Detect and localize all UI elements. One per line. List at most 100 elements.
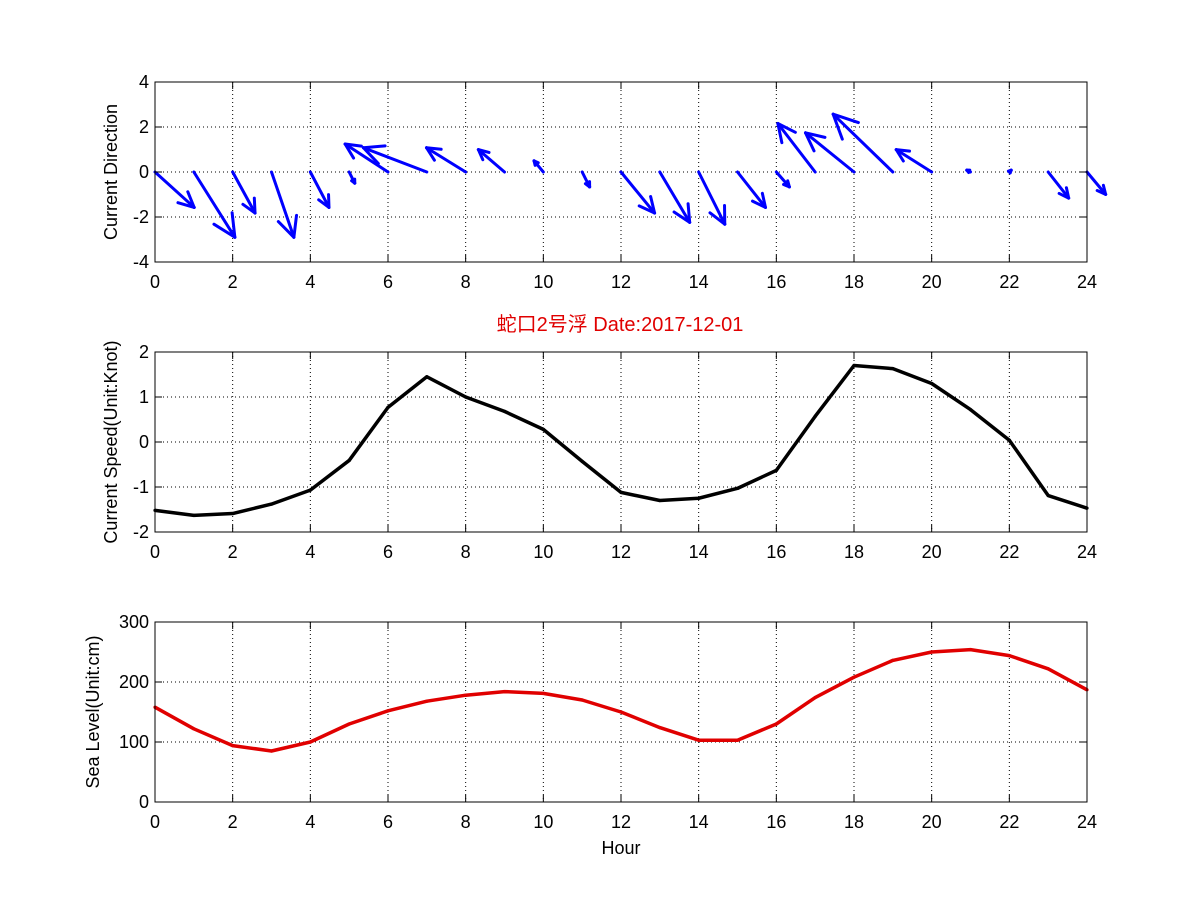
data-point [269, 502, 274, 506]
arrow [425, 146, 468, 174]
arrow [231, 170, 257, 215]
x-tick-label: 4 [305, 812, 315, 832]
x-axis-label: Hour [601, 838, 640, 858]
x-tick-label: 8 [461, 272, 471, 292]
data-point [813, 696, 817, 700]
data-point [774, 468, 778, 472]
y-tick-label: 2 [139, 342, 149, 362]
arrow-shaft [153, 170, 196, 209]
data-point [658, 726, 662, 730]
data-point [580, 459, 584, 463]
arrow-head [637, 204, 657, 215]
y-tick-label: -2 [133, 207, 149, 227]
arrow-head [831, 112, 844, 141]
arrow-shaft [697, 170, 727, 226]
x-tick-label: 16 [766, 272, 786, 292]
x-tick-label: 20 [922, 272, 942, 292]
arrow [580, 170, 592, 189]
x-tick-label: 14 [689, 272, 709, 292]
data-point [852, 363, 856, 368]
x-tick-label: 4 [305, 542, 315, 562]
x-tick-label: 12 [611, 542, 631, 562]
data-point [502, 690, 507, 694]
x-tick-label: 2 [228, 542, 238, 562]
x-tick-label: 10 [533, 542, 553, 562]
data-point [968, 648, 973, 652]
x-tick-label: 20 [922, 542, 942, 562]
x-tick-label: 24 [1077, 542, 1097, 562]
data-point [619, 490, 623, 494]
x-tick-label: 8 [461, 812, 471, 832]
x-tick-label: 6 [383, 812, 393, 832]
arrow [697, 170, 727, 226]
arrow-shaft [476, 148, 506, 174]
arrow-head [361, 146, 380, 166]
arrow [894, 148, 934, 174]
arrow-head [804, 131, 827, 139]
arrow-shaft [1085, 170, 1108, 196]
x-tick-label: 22 [999, 812, 1019, 832]
x-tick-label: 16 [766, 542, 786, 562]
arrow-head [476, 148, 485, 162]
arrow-head [1064, 186, 1071, 200]
arrow [476, 148, 506, 174]
arrow [153, 170, 196, 209]
y-tick-label: 100 [119, 732, 149, 752]
arrow [343, 142, 390, 174]
y-tick-label: -2 [133, 522, 149, 542]
x-tick-label: 24 [1077, 812, 1097, 832]
arrow-head [292, 213, 299, 239]
data-point [502, 409, 507, 413]
arrow-head [241, 202, 257, 215]
arrow-head [276, 220, 296, 239]
arrow-shaft [270, 170, 296, 239]
arrow-head [894, 148, 912, 153]
data-point [464, 693, 468, 697]
data-point [541, 691, 545, 696]
arrow [658, 170, 692, 224]
y-axis-label: Sea Level(Unit:cm) [83, 635, 103, 788]
data-point [386, 709, 390, 713]
x-tick-label: 8 [461, 542, 471, 562]
arrow [736, 170, 767, 209]
data-point [735, 486, 740, 490]
data-point [580, 698, 584, 702]
arrow [347, 170, 357, 185]
arrow-head [343, 142, 356, 160]
x-tick-label: 2 [228, 812, 238, 832]
arrow-shaft [308, 170, 331, 209]
y-tick-label: 0 [139, 162, 149, 182]
x-tick-label: 10 [533, 812, 553, 832]
x-tick-label: 24 [1077, 272, 1097, 292]
data-point [968, 408, 973, 412]
y-tick-label: 0 [139, 792, 149, 812]
arrow-head [965, 168, 971, 175]
data-point [231, 744, 235, 748]
data-point [930, 650, 934, 654]
x-tick-label: 18 [844, 542, 864, 562]
y-tick-label: 2 [139, 117, 149, 137]
arrow [1006, 168, 1013, 175]
data-point [425, 699, 429, 703]
data-point [464, 395, 468, 399]
y-axis-label: Current Speed(Unit:Knot) [101, 340, 121, 543]
data-point [192, 727, 196, 731]
arrow-head [804, 131, 816, 153]
data-point [930, 381, 934, 386]
y-axis-label: Current Direction [101, 104, 121, 240]
arrow-head [760, 191, 767, 209]
arrow-shaft [192, 170, 237, 239]
arrow-head [532, 159, 537, 167]
arrow [776, 122, 817, 174]
arrow [619, 170, 657, 215]
arrow-head [686, 202, 692, 224]
arrow [965, 168, 972, 175]
x-tick-label: 4 [305, 272, 315, 292]
arrow-head [750, 199, 767, 209]
arrow [1046, 170, 1071, 200]
data-point [697, 738, 701, 742]
arrow-shaft [619, 170, 657, 215]
arrow-head [776, 122, 797, 134]
